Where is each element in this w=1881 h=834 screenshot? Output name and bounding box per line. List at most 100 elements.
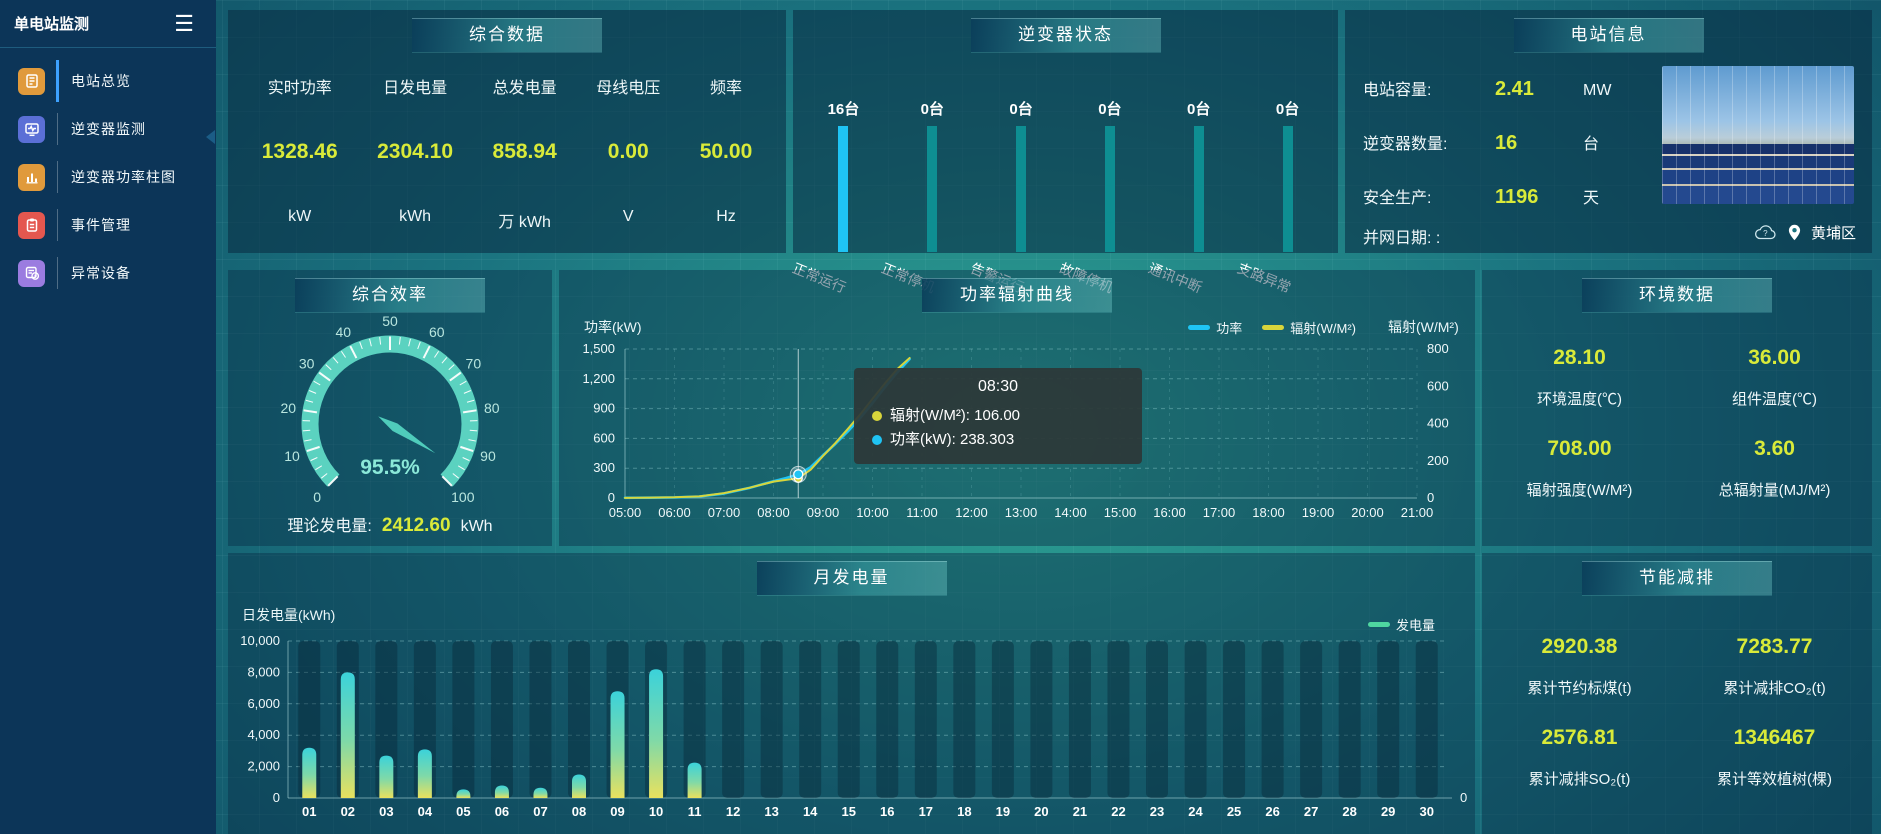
svg-text:23: 23 — [1150, 804, 1164, 819]
sidebar-item-inverter-power-bars[interactable]: 逆变器功率柱图 — [0, 153, 216, 201]
monthly-legend[interactable]: 发电量 — [1367, 615, 1435, 634]
svg-text:18:00: 18:00 — [1252, 505, 1285, 520]
row-value: 1196 — [1495, 186, 1539, 208]
svg-text:0: 0 — [1427, 490, 1434, 505]
svg-text:30: 30 — [1419, 804, 1433, 819]
sidebar-item-label: 事件管理 — [71, 217, 131, 233]
sidebar-menu: 电站总览 逆变器监测 逆变器功率柱图 事 — [0, 57, 216, 297]
svg-text:26: 26 — [1265, 804, 1279, 819]
stat-value: 2304.10 — [377, 140, 454, 163]
stat-unit: Hz — [716, 208, 736, 225]
legend-power[interactable]: 功率 — [1188, 318, 1242, 337]
row-label: 电站容量: — [1363, 82, 1432, 99]
stat-label: 累计等效植树(棵) — [1717, 771, 1832, 788]
svg-text:600: 600 — [593, 430, 615, 445]
svg-text:12: 12 — [726, 804, 740, 819]
svg-text:13:00: 13:00 — [1005, 505, 1038, 520]
panel-efficiency: 综合效率 0 10 20 30 40 50 60 70 80 90 100 95.5% 理论发电量:… — [228, 270, 552, 546]
svg-text:12:00: 12:00 — [955, 505, 988, 520]
svg-text:600: 600 — [1427, 378, 1449, 393]
inverter-power-bars-icon — [18, 163, 45, 191]
row-unit: 台 — [1583, 136, 1600, 153]
sidebar-item-inverter-monitor[interactable]: 逆变器监测 — [0, 105, 216, 153]
svg-text:05: 05 — [456, 804, 470, 819]
stat-unit: kWh — [399, 208, 432, 225]
stat-label: 组件温度(℃) — [1732, 391, 1817, 408]
svg-text:18: 18 — [957, 804, 971, 819]
svg-text:200: 200 — [1427, 453, 1449, 468]
gauge-chart: 0 10 20 30 40 50 60 70 80 90 100 — [280, 313, 500, 505]
env-ambient-temp: 28.10 环境温度(℃) — [1482, 346, 1677, 409]
tooltip-power-row: 功率(kW): 238.303 — [872, 428, 1124, 452]
station-inverter-count-row: 逆变器数量: 16 台 — [1363, 130, 1599, 155]
env-total-radiation: 3.60 总辐射量(MJ/M²) — [1677, 437, 1872, 500]
svg-text:1,500: 1,500 — [582, 341, 615, 356]
svg-text:10: 10 — [284, 448, 300, 464]
svg-text:20: 20 — [280, 400, 296, 416]
stat-total-generation: 总发电量 858.94 万 kWh — [493, 74, 557, 232]
svg-text:10:00: 10:00 — [856, 505, 889, 520]
tooltip-dot — [872, 411, 882, 421]
status-count: 0台 — [920, 101, 944, 118]
menu-divider — [56, 60, 59, 102]
app-title: 单电站监测 — [14, 16, 90, 33]
svg-text:11: 11 — [688, 804, 702, 819]
svg-text:22: 22 — [1111, 804, 1125, 819]
stat-value: 28.10 — [1553, 346, 1606, 369]
sidebar-item-station-overview[interactable]: 电站总览 — [0, 57, 216, 105]
svg-text:01: 01 — [302, 804, 316, 819]
svg-text:40: 40 — [335, 324, 351, 340]
svg-text:29: 29 — [1381, 804, 1395, 819]
stat-unit: kW — [288, 208, 312, 225]
sidebar-collapse-arrow-icon[interactable] — [206, 130, 215, 144]
row-value: 2412.60 — [381, 515, 451, 536]
efficiency-gauge: 0 10 20 30 40 50 60 70 80 90 100 95.5% — [228, 312, 552, 512]
stat-value: 0.00 — [607, 140, 649, 163]
hamburger-menu-icon[interactable]: ☰ — [174, 10, 194, 36]
station-capacity-row: 电站容量: 2.41 MW — [1363, 76, 1611, 101]
curve-legend[interactable]: 功率 辐射(W/M²) — [1188, 318, 1356, 337]
stat-value: 7283.77 — [1736, 635, 1813, 658]
legend-swatch — [1367, 622, 1390, 627]
inverter-status-normal-run: 16台 正常运行 — [791, 52, 886, 296]
status-bar — [1193, 126, 1204, 252]
stat-label: 环境温度(℃) — [1537, 391, 1622, 408]
svg-text:70: 70 — [466, 355, 482, 371]
station-overview-icon — [18, 67, 45, 95]
station-grid-date-row: 并网日期: : — [1363, 224, 1495, 248]
stat-realtime-power: 实时功率 1328.46 kW — [262, 74, 338, 232]
stat-unit: V — [622, 208, 634, 225]
sidebar-item-label: 电站总览 — [71, 73, 131, 89]
svg-text:80: 80 — [484, 400, 500, 416]
legend-radiation[interactable]: 辐射(W/M²) — [1262, 318, 1356, 337]
svg-text:?: ? — [1763, 229, 1768, 238]
sidebar-item-event-management[interactable]: 事件管理 — [0, 201, 216, 249]
status-bar — [1104, 126, 1115, 252]
legend-generation[interactable]: 发电量 — [1367, 615, 1435, 634]
tooltip-text: 辐射(W/M²): 106.00 — [890, 407, 1021, 424]
status-count: 0台 — [1275, 101, 1300, 118]
y-axis-label: 日发电量(kWh) — [242, 607, 336, 623]
sidebar-item-label: 逆变器监测 — [71, 121, 146, 137]
summary-stats: 实时功率 1328.46 kW 日发电量 2304.10 kWh 总发电量 85… — [228, 52, 786, 232]
chart-tooltip: 08:30 辐射(W/M²): 106.00 功率(kW): 238.303 — [854, 368, 1142, 464]
svg-text:8,000: 8,000 — [247, 664, 280, 679]
svg-text:10: 10 — [649, 804, 663, 819]
sidebar-item-abnormal-devices[interactable]: 异常设备 — [0, 249, 216, 297]
inverter-status-alarm-run: 0台 告警运行 — [968, 52, 1064, 296]
svg-text:07:00: 07:00 — [708, 505, 741, 520]
event-management-icon — [18, 211, 45, 239]
monthly-generation-bar-chart[interactable]: 0 2,000 4,000 6,000 8,000 10,000 0 01 02 03 04 05 06… — [228, 553, 1475, 834]
menu-divider — [57, 209, 58, 241]
row-value: 2.41 — [1495, 78, 1534, 100]
row-label: 并网日期: : — [1363, 230, 1441, 247]
svg-text:25: 25 — [1227, 804, 1241, 819]
svg-text:0: 0 — [273, 790, 280, 805]
panel-title: 月发电量 — [756, 561, 947, 595]
svg-text:05:00: 05:00 — [609, 505, 642, 520]
stat-frequency: 频率 50.00 Hz — [700, 74, 753, 232]
row-label: 逆变器数量: — [1363, 136, 1448, 153]
stat-unit: 万 kWh — [498, 214, 551, 231]
row-unit: 天 — [1583, 190, 1600, 207]
stat-label: 频率 — [709, 80, 742, 97]
